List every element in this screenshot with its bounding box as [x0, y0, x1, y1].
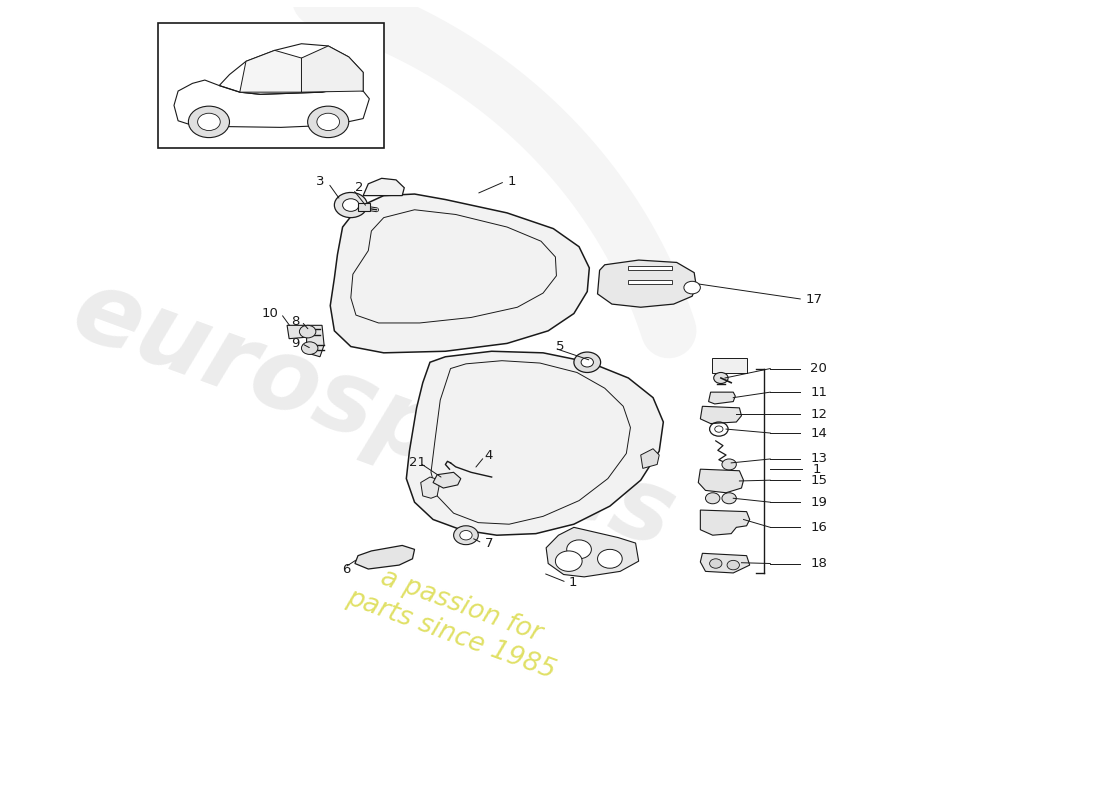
Circle shape	[556, 551, 582, 571]
Circle shape	[722, 493, 736, 504]
Circle shape	[334, 193, 367, 218]
Circle shape	[342, 198, 359, 211]
Circle shape	[198, 114, 220, 130]
Text: 12: 12	[811, 408, 827, 421]
Circle shape	[705, 493, 719, 504]
Circle shape	[308, 106, 349, 138]
Polygon shape	[698, 469, 744, 493]
Polygon shape	[307, 326, 324, 357]
Text: 1: 1	[507, 175, 516, 188]
Text: a passion for
parts since 1985: a passion for parts since 1985	[342, 556, 569, 684]
Polygon shape	[287, 326, 308, 338]
Text: 5: 5	[557, 340, 565, 353]
Circle shape	[574, 352, 601, 373]
Text: 20: 20	[811, 362, 827, 375]
Circle shape	[188, 106, 230, 138]
Text: 9: 9	[292, 337, 299, 350]
Polygon shape	[420, 477, 440, 498]
Circle shape	[299, 326, 316, 338]
Text: 17: 17	[805, 293, 822, 306]
Text: 19: 19	[811, 496, 827, 509]
Polygon shape	[330, 194, 590, 353]
Polygon shape	[433, 472, 461, 488]
Polygon shape	[701, 406, 741, 423]
Polygon shape	[363, 178, 405, 196]
Polygon shape	[301, 46, 363, 92]
Text: 10: 10	[262, 307, 279, 320]
Text: eurospares: eurospares	[59, 262, 687, 570]
Text: 11: 11	[811, 386, 827, 398]
Polygon shape	[597, 260, 696, 307]
Text: 1: 1	[813, 462, 821, 476]
Text: 4: 4	[484, 449, 493, 462]
Polygon shape	[640, 449, 659, 468]
Text: 6: 6	[342, 562, 351, 575]
FancyBboxPatch shape	[712, 358, 747, 374]
Circle shape	[460, 530, 472, 540]
Text: 16: 16	[811, 521, 827, 534]
Polygon shape	[701, 510, 750, 535]
Circle shape	[453, 526, 478, 545]
Polygon shape	[628, 280, 672, 284]
Circle shape	[722, 459, 736, 470]
Polygon shape	[628, 266, 672, 270]
Text: 1: 1	[569, 576, 578, 589]
Circle shape	[581, 358, 593, 367]
Text: 14: 14	[811, 426, 827, 439]
Polygon shape	[546, 527, 639, 577]
Bar	[157, 22, 384, 149]
Circle shape	[301, 342, 318, 354]
Circle shape	[566, 540, 592, 558]
Circle shape	[714, 373, 728, 383]
Text: 2: 2	[355, 182, 363, 194]
Circle shape	[710, 558, 722, 568]
Text: 21: 21	[409, 456, 427, 470]
Text: 7: 7	[484, 537, 493, 550]
Text: 8: 8	[292, 315, 299, 328]
FancyBboxPatch shape	[358, 203, 371, 211]
Circle shape	[727, 560, 739, 570]
Circle shape	[597, 550, 623, 568]
Text: 18: 18	[811, 557, 827, 570]
Polygon shape	[701, 554, 750, 573]
Text: 15: 15	[811, 474, 827, 486]
Circle shape	[684, 282, 701, 294]
Polygon shape	[708, 392, 735, 404]
Text: 3: 3	[316, 175, 324, 188]
Text: 13: 13	[811, 453, 827, 466]
Polygon shape	[240, 50, 311, 92]
Polygon shape	[406, 351, 663, 535]
Polygon shape	[355, 546, 415, 569]
Circle shape	[317, 114, 340, 130]
